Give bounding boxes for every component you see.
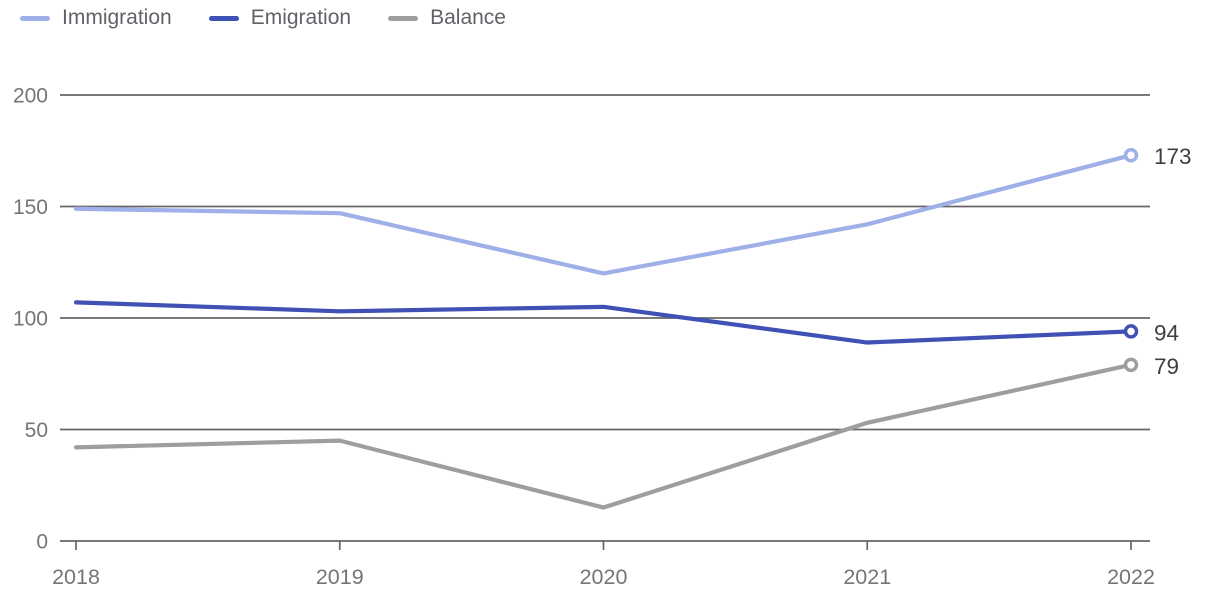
legend-swatch-emigration-icon (208, 15, 239, 21)
end-marker-immigration (1123, 147, 1139, 163)
end-value-label-immigration: 173 (1154, 144, 1192, 169)
end-marker-emigration (1123, 324, 1139, 339)
series-line-immigration (73, 153, 1134, 276)
legend-item-emigration: Emigration (208, 5, 352, 31)
legend-item-immigration: Immigration (20, 5, 172, 31)
y-axis-label-150: 150 (13, 196, 48, 219)
y-axis-label-200: 200 (13, 85, 48, 108)
chart-legend: Immigration Emigration Balance (20, 5, 506, 31)
x-axis-label-2021: 2021 (843, 565, 891, 589)
y-axis-label-100: 100 (13, 308, 48, 331)
legend-label-emigration: Emigration (250, 6, 352, 29)
series-line-balance (73, 362, 1134, 510)
legend-swatch-immigration-icon (20, 15, 50, 21)
legend-item-balance: Balance (388, 5, 506, 31)
legend-label-balance: Balance (430, 6, 506, 29)
end-value-label-emigration: 94 (1154, 320, 1179, 345)
x-axis-label-2020: 2020 (580, 565, 628, 589)
series-line-emigration (73, 300, 1134, 345)
legend-swatch-balance-icon (388, 15, 419, 21)
x-axis-label-2018: 2018 (52, 565, 100, 589)
y-axis-label-50: 50 (25, 419, 48, 442)
legend-label-immigration: Immigration (62, 6, 172, 29)
y-axis-label-0: 0 (36, 531, 48, 554)
end-value-label-balance: 79 (1154, 354, 1179, 379)
end-marker-balance (1123, 357, 1139, 373)
x-axis-label-2019: 2019 (316, 565, 364, 589)
x-axis-label-2022: 2022 (1107, 565, 1155, 589)
